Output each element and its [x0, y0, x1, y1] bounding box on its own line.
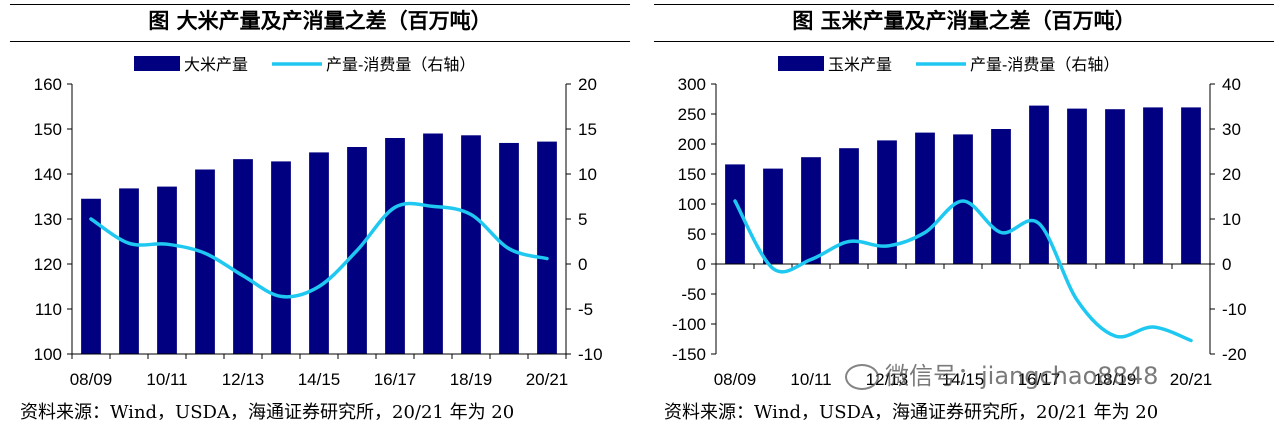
source-note: 资料来源：Wind，USDA，海通证券研究所，20/21 年为 20	[20, 402, 515, 423]
x-tick-label: 10/11	[790, 370, 831, 389]
bar-11-12	[839, 148, 859, 264]
bar-18-19	[1105, 109, 1125, 264]
right-tick-label: 15	[578, 120, 597, 139]
bar-12-13	[877, 140, 897, 264]
right-tick-label: 40	[1222, 75, 1241, 94]
title-top-rule	[10, 4, 630, 5]
right-tick-label: 20	[578, 75, 597, 94]
x-tick-label: 14/15	[942, 370, 985, 389]
legend-bar-swatch	[778, 56, 824, 71]
left-tick-label: 100	[678, 195, 706, 214]
x-tick-label: 20/21	[526, 370, 569, 389]
right-tick-label: -5	[578, 300, 593, 319]
left-tick-label: 110	[35, 300, 62, 319]
x-tick-label: 08/09	[70, 370, 113, 389]
bar-10-11	[157, 186, 177, 354]
x-tick-label: 14/15	[298, 370, 341, 389]
bar-14-15	[953, 134, 973, 264]
x-tick-label: 20/21	[1170, 370, 1213, 389]
left-tick-label: 50	[687, 225, 706, 244]
left-tick-label: 150	[34, 120, 62, 139]
left-tick-label: 250	[678, 105, 706, 124]
bar-20-21	[1181, 107, 1201, 265]
left-tick-label: -150	[672, 345, 706, 364]
left-tick-label: 120	[34, 255, 62, 274]
right-tick-label: -20	[1222, 345, 1247, 364]
bar-09-10	[119, 188, 139, 354]
right-tick-label: 5	[578, 210, 587, 229]
right-tick-label: 10	[1222, 210, 1241, 229]
right-tick-label: 0	[578, 255, 587, 274]
right-tick-label: -10	[578, 345, 603, 364]
bar-18-19	[461, 135, 481, 354]
x-tick-label: 18/19	[450, 370, 493, 389]
right-tick-label: 10	[578, 165, 597, 184]
title-bottom-rule	[10, 41, 630, 42]
left-tick-label: 140	[34, 165, 62, 184]
watermark-text: 微信号：jiangchao8848	[885, 362, 1159, 390]
left-tick-label: 100	[34, 345, 62, 364]
right-tick-label: -10	[1222, 300, 1247, 319]
bar-17-18	[1067, 108, 1087, 264]
x-tick-label: 16/17	[1018, 370, 1061, 389]
bar-16-17	[385, 138, 405, 354]
bar-13-14	[271, 161, 291, 354]
bar-11-12	[195, 169, 215, 354]
bar-08-09	[725, 164, 745, 264]
rice-chart-panel: 图 大米产量及产消量之差（百万吨） 100 110 120 130 140 150 160-…	[10, 0, 630, 432]
x-tick-label: 08/09	[714, 370, 757, 389]
left-tick-label: -50	[681, 285, 706, 304]
corn-chart: -150-100-50050100150200250300-20-1001020…	[672, 56, 1247, 389]
bar-17-18	[423, 133, 443, 354]
rice-chart: 100 110 120 130 140 150 160 -10 -5 0 5 10 15 20 08/09 1…	[34, 56, 603, 389]
corn-chart-panel: 图 玉米产量及产消量之差（百万吨） -150 -100 -50 0 50 100 150 20…	[654, 0, 1274, 432]
left-tick-label: 130	[34, 210, 62, 229]
x-tick-label: 16/17	[374, 370, 417, 389]
bar-12-13	[233, 159, 253, 354]
bar-08-09	[81, 198, 101, 354]
left-tick-label: 300	[678, 75, 706, 94]
bar-14-15	[309, 152, 329, 354]
legend-line-label: 产量-消费量（右轴）	[326, 56, 475, 74]
legend-bar-label: 大米产量	[184, 56, 248, 74]
right-tick-label: 0	[1222, 255, 1231, 274]
source-note: 资料来源：Wind，USDA，海通证券研究所，20/21 年为 20	[664, 402, 1159, 423]
left-tick-label: 200	[678, 135, 706, 154]
bar-13-14	[915, 132, 935, 264]
title-top-rule	[654, 4, 1274, 5]
legend-bar-label: 玉米产量	[828, 56, 892, 74]
bar-15-16	[991, 129, 1011, 264]
legend-line-label: 产量-消费量（右轴）	[970, 56, 1119, 74]
bar-19-20	[1143, 107, 1163, 265]
chart-title: 图 大米产量及产消量之差（百万吨）	[148, 8, 492, 33]
right-tick-label: 30	[1222, 120, 1241, 139]
bar-09-10	[763, 168, 783, 264]
left-tick-label: 0	[697, 255, 706, 274]
left-tick-label: 160	[34, 75, 62, 94]
legend-bar-swatch	[134, 56, 180, 71]
x-tick-label: 12/13	[222, 370, 265, 389]
left-tick-label: -100	[672, 315, 706, 334]
x-tick-label: 10/11	[146, 370, 187, 389]
right-tick-label: 20	[1222, 165, 1241, 184]
bar-16-17	[1029, 105, 1049, 264]
wechat-icon	[845, 364, 879, 390]
chart-title: 图 玉米产量及产消量之差（百万吨）	[792, 8, 1136, 33]
x-tick-label: 18/19	[1094, 370, 1137, 389]
bar-10-11	[801, 157, 821, 264]
left-tick-label: 150	[678, 165, 706, 184]
title-bottom-rule	[654, 41, 1274, 42]
bar-20-21	[537, 141, 557, 354]
wechat-watermark: 微信号：jiangchao8848	[845, 356, 1158, 391]
